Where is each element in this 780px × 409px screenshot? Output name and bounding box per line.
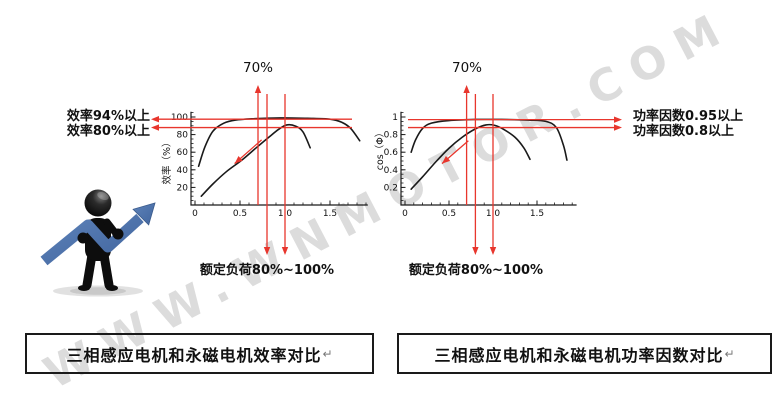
power-factor-y-axis-label: cos（Φ） [375, 127, 386, 171]
svg-text:1.5: 1.5 [323, 209, 337, 219]
svg-text:80: 80 [177, 131, 189, 141]
svg-text:100: 100 [171, 113, 188, 123]
svg-text:40: 40 [177, 166, 189, 176]
svg-text:0.8: 0.8 [384, 131, 399, 141]
svg-text:1.5: 1.5 [530, 209, 544, 219]
trend-arrow-shaft [40, 213, 144, 266]
efficiency-threshold-80: 效率80%以上 [66, 124, 150, 139]
return-mark-icon: ↵ [322, 346, 333, 361]
svg-text:0.6: 0.6 [384, 148, 399, 158]
power-factor-threshold-095: 功率因数0.95以上 [633, 109, 744, 124]
efficiency-70pct-label: 70% [242, 60, 273, 76]
figure-right-leg [99, 250, 114, 290]
power-factor-threshold-08: 功率因数0.8以上 [633, 124, 735, 139]
power-factor-threshold-labels: 功率因数0.95以上 功率因数0.8以上 [633, 109, 780, 139]
trend-arrow-head [132, 202, 156, 226]
svg-text:0: 0 [402, 209, 408, 219]
svg-text:20: 20 [177, 183, 189, 193]
figure-right-hand [112, 228, 124, 240]
efficiency-threshold-94: 效率94%以上 [66, 109, 150, 124]
efficiency-caption: 三相感应电机和永磁电机效率对比 [66, 345, 322, 365]
power-factor-chart: 00.51.01.50.20.40.60.81 [384, 85, 622, 255]
power-factor-caption-box: 三相感应电机和永磁电机功率因数对比 ↵ [397, 333, 772, 374]
return-mark-icon: ↵ [724, 346, 735, 361]
power-factor-rated-load-label: 额定负荷80%~100% [408, 263, 544, 278]
svg-text:0.2: 0.2 [384, 183, 398, 193]
figure-left-hand [77, 232, 89, 244]
power-factor-caption: 三相感应电机和永磁电机功率因数对比 [434, 345, 724, 365]
efficiency-y-axis-label: 效率（%） [162, 137, 173, 185]
efficiency-rated-load-label: 额定负荷80%~100% [199, 263, 335, 278]
svg-text:60: 60 [177, 148, 189, 158]
svg-text:0.5: 0.5 [233, 209, 247, 219]
power-factor-70pct-label: 70% [451, 60, 482, 76]
svg-text:1: 1 [392, 113, 398, 123]
figure-left-leg [82, 250, 97, 290]
efficiency-threshold-labels: 效率94%以上 效率80%以上 [30, 109, 150, 139]
svg-text:0: 0 [192, 209, 198, 219]
svg-text:0.5: 0.5 [442, 209, 456, 219]
svg-text:0.4: 0.4 [384, 166, 399, 176]
efficiency-caption-box: 三相感应电机和永磁电机效率对比 ↵ [25, 333, 374, 374]
growth-figure-illustration [40, 189, 156, 297]
figure-head [84, 189, 112, 217]
